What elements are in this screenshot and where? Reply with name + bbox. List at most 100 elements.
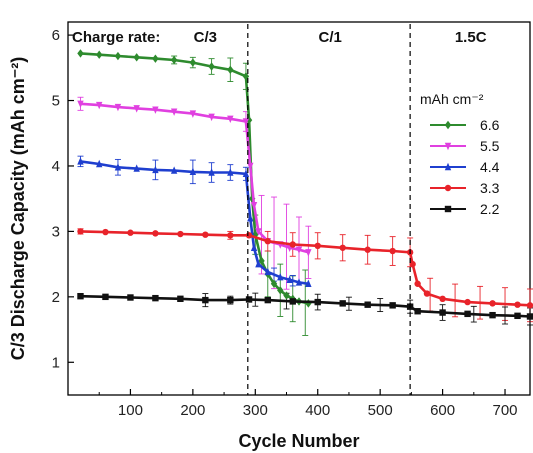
series-point-2-2 [245,296,253,303]
series-point-3-3 [127,229,134,236]
series-point-4-4 [208,168,215,176]
axis-ticks: 100 200 300 400 500 600 700 1 2 3 4 5 6 [52,27,518,419]
series-point-6-6 [77,49,84,58]
series-point-6-6 [170,55,178,65]
series-point-3-3 [77,228,84,235]
series-point-5-5 [255,228,262,236]
series-point-2-2 [102,293,109,301]
x-tick-label: 100 [118,402,143,419]
series-point-3-3 [364,246,371,253]
series-point-3-3 [439,295,446,303]
series-point-2-2 [464,310,471,318]
series-point-5-5 [242,118,250,126]
series-point-2-2 [289,298,296,305]
series-point-3-3 [514,301,521,308]
series-point-5-5 [305,249,312,257]
series-point-6-6 [277,286,284,295]
series-point-2-2 [526,313,533,320]
legend-entry: 5.5 [480,138,500,154]
series-point-4-4 [264,267,271,276]
series-point-4-4 [170,166,178,174]
series-line-5-5 [80,102,309,254]
series-point-4-4 [152,165,159,174]
series-point-6-6 [152,54,159,63]
series-point-2-2 [514,312,521,320]
series-point-2-2 [439,309,446,316]
series-point-3-3 [152,230,159,237]
x-tick-label: 700 [493,402,518,419]
series-point-5-5 [189,110,197,118]
series-point-6-6 [189,58,197,67]
series-point-3-3 [423,290,431,297]
series-point-2-2 [314,298,321,306]
legend-marker [444,162,452,171]
series-point-6-6 [258,256,265,266]
series-point-2-2 [127,294,134,301]
series-point-6-6 [270,279,278,288]
series-point-2-2 [177,295,184,303]
series-point-2-2 [389,302,396,309]
y-tick-label: 2 [52,289,60,306]
series-point-3-3 [177,230,184,238]
series-point-4-4 [277,273,284,281]
series-point-2-2 [152,294,159,302]
series-point-4-4 [133,164,140,172]
series-point-4-4 [305,279,312,287]
legend-entry: 2.2 [480,201,500,217]
series-point-2-2 [364,301,371,308]
series-point-3-3 [489,300,496,307]
series-point-6-6 [133,53,140,62]
series-point-4-4 [77,157,84,165]
y-tick-label: 5 [52,93,60,110]
series-point-6-6 [227,65,234,74]
series-point-6-6 [96,50,103,59]
series-point-6-6 [283,291,290,300]
legend-marker [444,120,452,130]
series-point-6-6 [242,72,250,81]
series-point-4-4 [227,168,234,176]
series-point-4-4 [189,167,197,176]
series-point-4-4 [247,214,254,222]
y-tick-label: 1 [52,354,60,371]
series-point-3-3 [202,231,209,238]
x-tick-label: 500 [368,402,393,419]
series-point-4-4 [96,159,103,168]
series-point-3-3 [389,247,396,255]
charge-rate-label: C/3 [194,29,217,46]
y-tick-label: 4 [52,158,60,175]
legend-entry: 6.6 [480,117,500,133]
series-point-2-2 [414,308,421,315]
legend-marker [444,205,452,213]
series-lines [77,49,533,320]
series-point-4-4 [114,163,122,171]
series-point-3-3 [245,232,253,239]
series-point-5-5 [250,202,258,210]
series-point-2-2 [202,296,209,304]
series-point-5-5 [152,106,159,114]
charge-rate-label: C/1 [319,29,342,46]
series-point-3-3 [464,298,471,306]
charge-rate-prefix: Charge rate: [72,29,160,46]
series-point-3-3 [339,244,346,251]
series-point-4-4 [242,169,250,178]
series-point-2-2 [77,292,84,300]
series-point-3-3 [289,241,296,248]
series-point-3-3 [414,280,421,287]
series-point-3-3 [227,232,234,239]
legend-entry: 4.4 [480,159,500,175]
plot-area [67,21,531,396]
x-tick-label: 400 [305,402,330,419]
series-point-2-2 [227,296,234,304]
legend-marker [444,184,452,192]
legend-title: mAh cm⁻² [420,91,484,107]
series-point-5-5 [96,101,103,110]
series-point-3-3 [409,260,416,268]
series-point-4-4 [295,278,303,286]
y-axis-title: C/3 Discharge Capacity (mAh cm⁻²) [8,57,28,361]
series-point-4-4 [255,259,262,268]
series-point-3-3 [314,242,321,249]
legend-entry: 3.3 [480,180,500,196]
series-point-5-5 [77,100,84,108]
series-point-4-4 [250,243,258,251]
